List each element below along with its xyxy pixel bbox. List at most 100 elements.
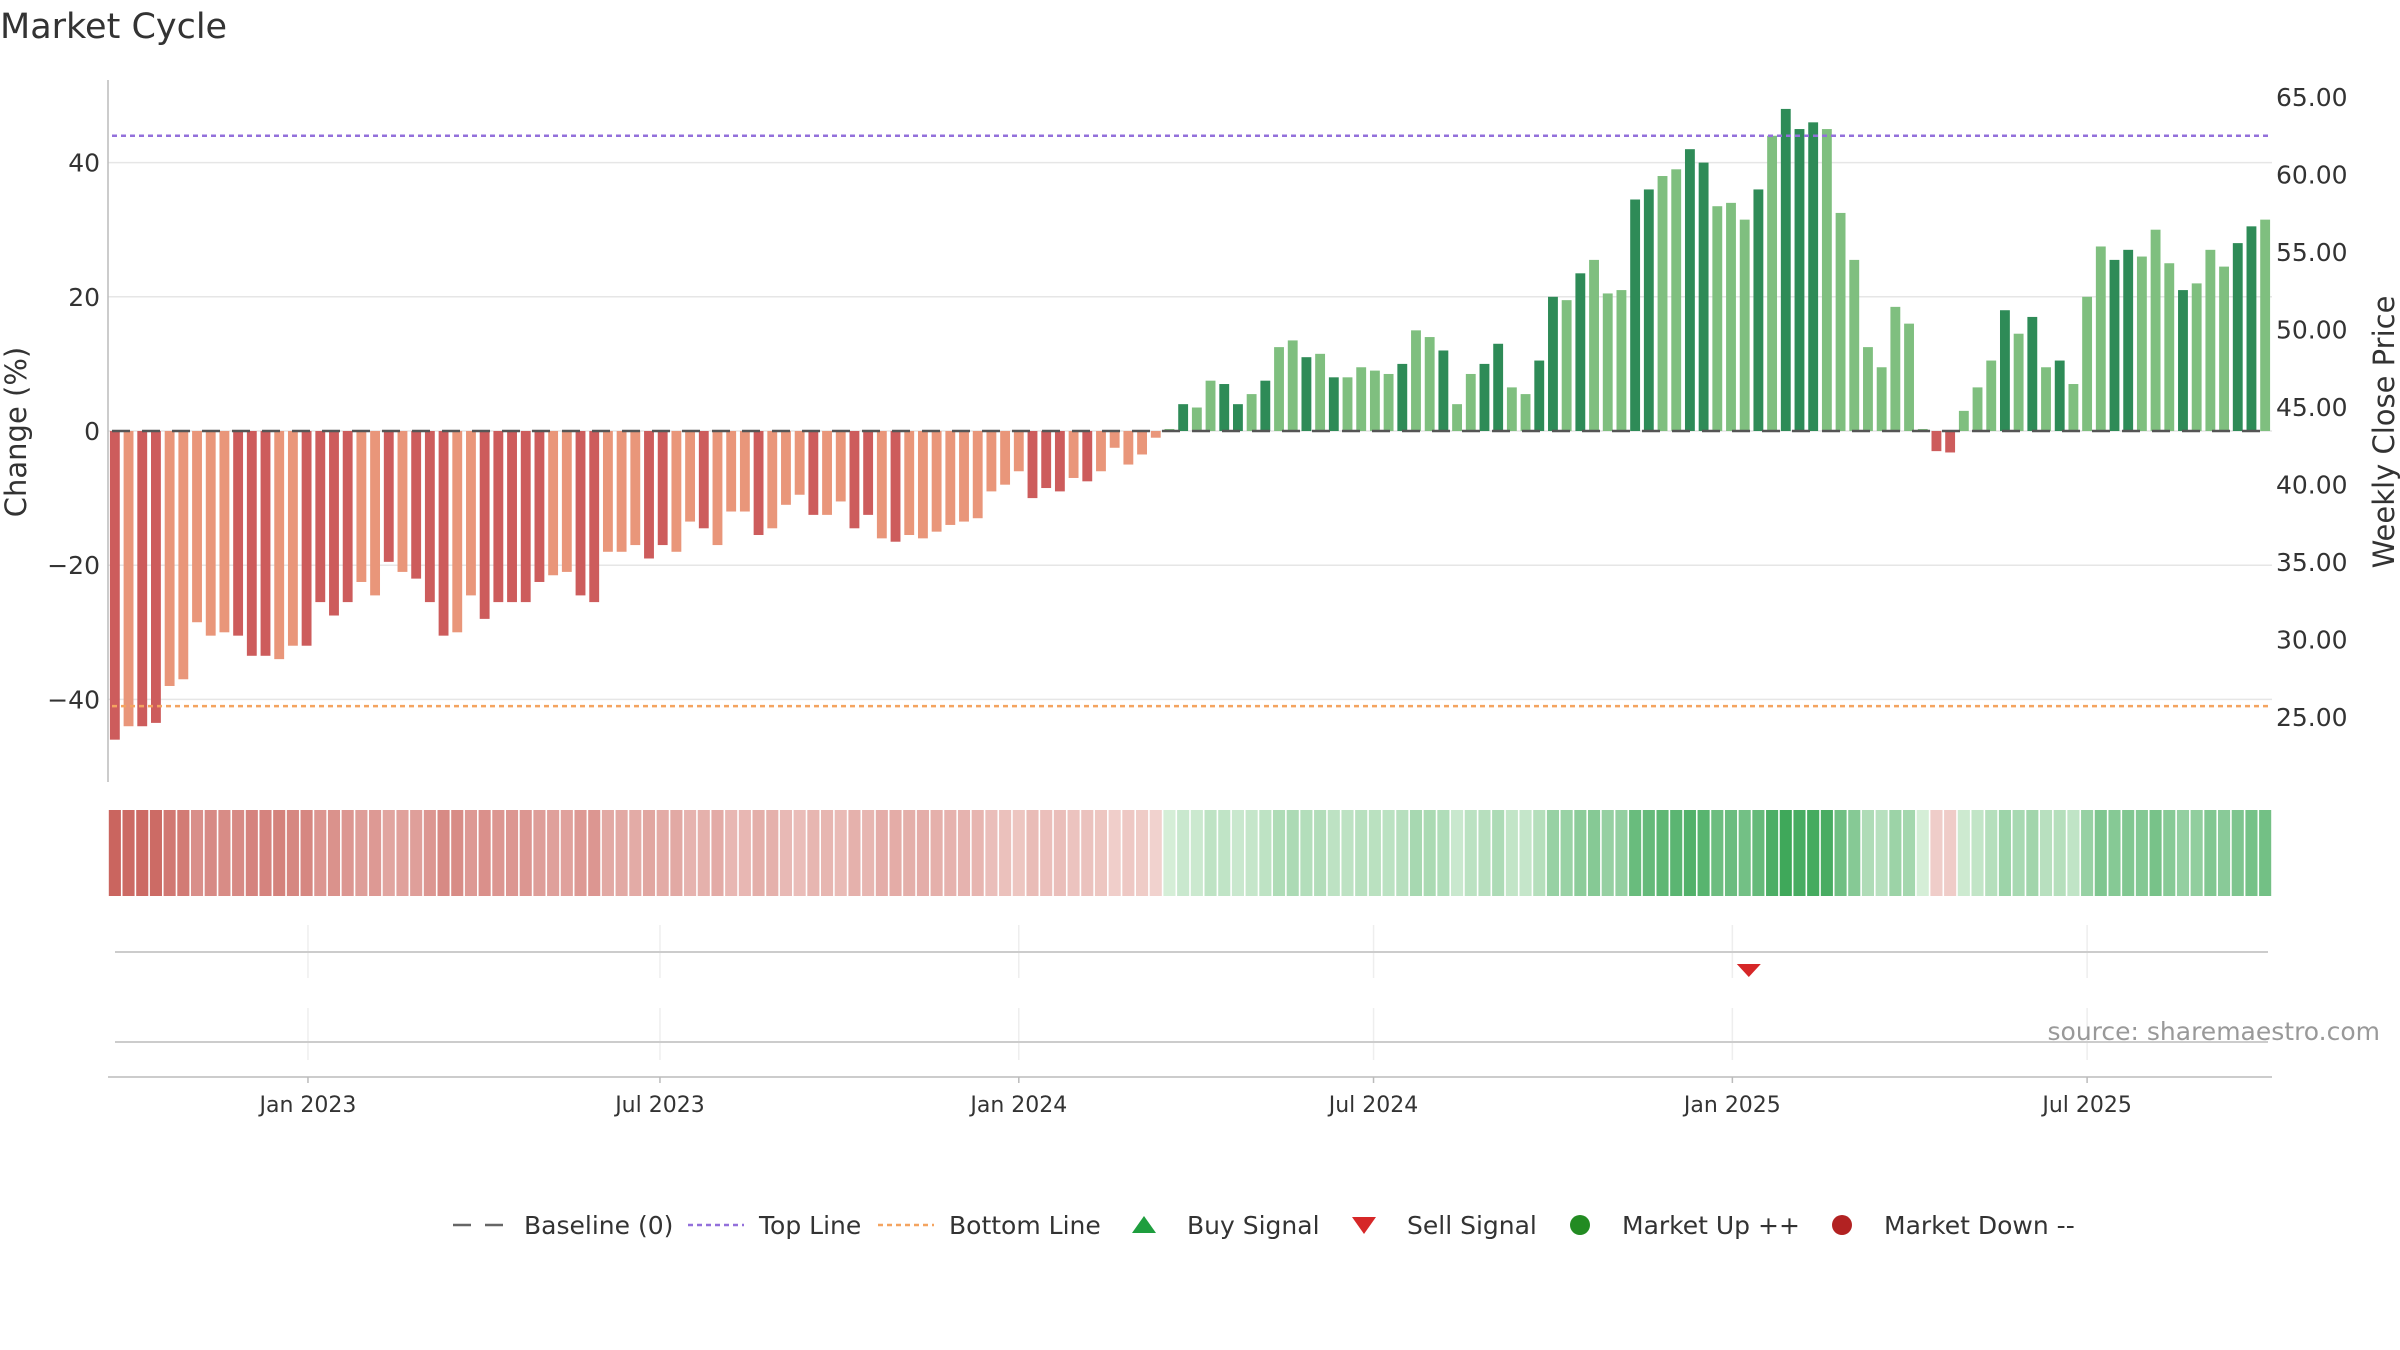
heat-cell (1053, 810, 1066, 896)
heat-cell (684, 810, 697, 896)
heat-cell (1998, 810, 2011, 896)
heat-cell (122, 810, 135, 896)
change-bar (507, 431, 517, 603)
heat-cell (204, 810, 217, 896)
heat-cell (1711, 810, 1724, 896)
change-bar (589, 431, 600, 603)
heat-cell (1327, 810, 1340, 896)
change-bar (1082, 431, 1093, 482)
change-bar (1041, 431, 1052, 489)
legend: Baseline (0) Top Line Bottom Line Buy Signa… (453, 1211, 2075, 1240)
change-bar (849, 431, 860, 529)
heat-cell (2190, 810, 2203, 896)
heat-cell (1985, 810, 1998, 896)
change-bar (767, 431, 778, 529)
change-bar (1972, 387, 1983, 431)
change-bar (397, 431, 408, 572)
heat-cell (697, 810, 710, 896)
change-bar (2041, 367, 2051, 431)
heat-cell (1382, 810, 1395, 896)
heat-cell (1478, 810, 1491, 896)
change-bar (1315, 353, 1326, 431)
sell-signal-marker (1736, 964, 1761, 977)
legend-label: Baseline (0) (524, 1211, 673, 1240)
change-bar (1753, 189, 1764, 431)
heat-cell (1889, 810, 1902, 896)
heat-cell (1615, 810, 1628, 896)
change-bar (1548, 296, 1558, 431)
change-bar (890, 431, 901, 542)
change-bar (876, 431, 887, 539)
heat-cell (1368, 810, 1381, 896)
change-bar (1013, 431, 1024, 472)
left-axis-label: Change (%) (0, 347, 33, 517)
heat-cell (2135, 810, 2148, 896)
heat-cell (519, 810, 532, 896)
right-tick-label: 45.00 (2276, 393, 2348, 422)
heat-cell (355, 810, 368, 896)
right-tick-label: 30.00 (2276, 626, 2348, 655)
change-bar (1794, 129, 1805, 432)
change-bar (1178, 404, 1189, 431)
chart-title: Market Cycle (0, 7, 227, 47)
heat-cell (1259, 810, 1272, 896)
change-bar (1150, 431, 1161, 438)
change-bar (151, 431, 161, 723)
x-tick-label: Jan 2025 (1682, 1093, 1781, 1118)
change-bar (972, 431, 983, 519)
change-bar (1561, 300, 1572, 431)
change-bar (1493, 343, 1504, 431)
change-bar (164, 431, 175, 686)
heat-cell (1861, 810, 1875, 896)
heat-cell (1533, 810, 1546, 896)
heat-cell (1149, 810, 1162, 896)
change-bar (1739, 219, 1750, 431)
heat-cell (1492, 810, 1505, 896)
change-bar (1534, 360, 1545, 431)
change-bar (1958, 410, 1969, 431)
x-tick-label: Jul 2023 (613, 1093, 705, 1118)
change-bar (1356, 367, 1367, 431)
heat-cell (2259, 810, 2272, 896)
change-bar (479, 431, 490, 619)
change-bar (178, 431, 189, 680)
change-bar (2054, 360, 2065, 431)
left-tick-label: 40 (68, 149, 100, 178)
heat-cell (2149, 810, 2162, 896)
change-bar (2136, 256, 2147, 431)
heat-cell (423, 810, 436, 896)
change-bar (1342, 377, 1353, 431)
change-bar (233, 431, 244, 636)
heat-cell (1752, 810, 1765, 896)
change-bar (671, 431, 682, 552)
change-bar (1986, 360, 1997, 431)
right-tick-label: 65.00 (2276, 83, 2348, 112)
change-bar (2178, 290, 2188, 431)
heat-cell (1971, 810, 1984, 896)
heat-cell (547, 810, 560, 896)
change-bar (1575, 273, 1586, 431)
change-bar (1301, 357, 1312, 431)
change-bar (2191, 283, 2202, 431)
heat-cell (1601, 810, 1614, 896)
heat-cell (492, 810, 505, 896)
heat-cell (1108, 810, 1121, 896)
right-tick-label: 40.00 (2276, 471, 2348, 500)
heat-cell (1738, 810, 1751, 896)
heat-cell (2163, 810, 2176, 896)
legend-label: Buy Signal (1187, 1211, 1320, 1240)
heat-cell (1067, 810, 1080, 896)
heat-cell (1629, 810, 1642, 896)
heat-cell (560, 810, 573, 896)
heat-cell (1409, 810, 1423, 896)
heat-cell (738, 810, 751, 896)
change-bar (1123, 431, 1134, 465)
x-tick-label: Jan 2024 (968, 1093, 1067, 1118)
change-bar (753, 431, 764, 536)
heat-cell (341, 810, 354, 896)
change-bar (1821, 129, 1832, 432)
heat-cell (1177, 810, 1190, 896)
heat-cell (232, 810, 245, 896)
change-bar (2232, 243, 2243, 431)
change-bar (1945, 431, 1956, 453)
